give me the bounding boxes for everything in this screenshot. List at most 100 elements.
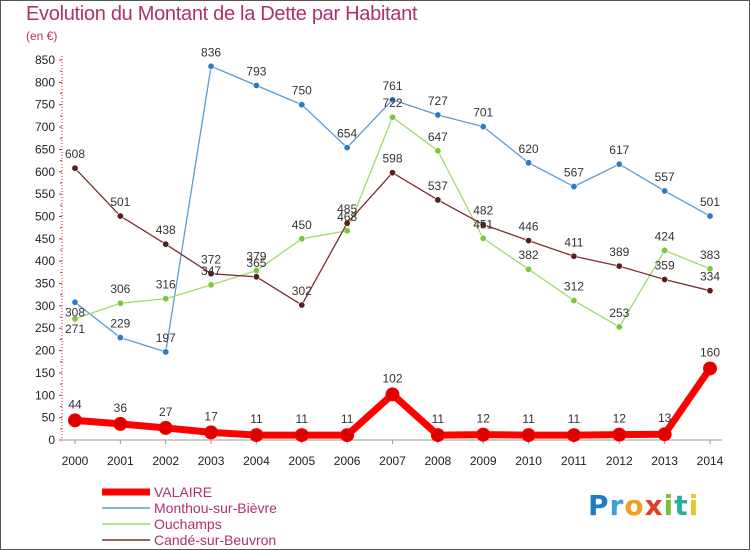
data-label-ouchamps: 424 bbox=[655, 229, 675, 243]
data-label-valaire: 11 bbox=[568, 412, 581, 426]
data-point-valaire bbox=[385, 387, 400, 402]
y-tick-label: 550 bbox=[35, 187, 55, 201]
data-point-monthou-sur-bievre bbox=[207, 62, 215, 70]
data-label-cande-sur-beuvron: 372 bbox=[201, 253, 221, 267]
data-label-cande-sur-beuvron: 389 bbox=[609, 245, 629, 259]
unit-label: (en €) bbox=[26, 29, 58, 43]
y-tick-label: 150 bbox=[35, 366, 55, 380]
data-point-monthou-sur-bievre bbox=[570, 183, 578, 191]
data-label-cande-sur-beuvron: 537 bbox=[428, 179, 448, 193]
x-tick-label: 2009 bbox=[470, 454, 497, 468]
data-point-monthou-sur-bievre bbox=[343, 144, 351, 152]
data-label-monthou-sur-bievre: 567 bbox=[564, 166, 584, 180]
data-point-ouchamps bbox=[388, 113, 396, 121]
y-tick-label: 250 bbox=[35, 321, 55, 335]
data-point-valaire bbox=[612, 427, 627, 442]
x-tick-label: 2006 bbox=[334, 454, 361, 468]
data-label-cande-sur-beuvron: 438 bbox=[156, 223, 176, 237]
data-label-monthou-sur-bievre: 727 bbox=[428, 94, 448, 108]
x-tick-label: 2014 bbox=[697, 454, 724, 468]
x-tick-label: 2005 bbox=[288, 454, 315, 468]
data-label-ouchamps: 253 bbox=[609, 306, 629, 320]
y-tick-label: 750 bbox=[35, 98, 55, 112]
x-tick-label: 2007 bbox=[379, 454, 406, 468]
data-label-monthou-sur-bievre: 654 bbox=[337, 127, 357, 141]
data-point-cande-sur-beuvron bbox=[661, 276, 669, 284]
data-label-cande-sur-beuvron: 365 bbox=[246, 256, 266, 270]
data-label-ouchamps: 271 bbox=[65, 322, 85, 336]
data-label-monthou-sur-bievre: 617 bbox=[609, 143, 629, 157]
y-tick-label: 800 bbox=[35, 75, 55, 89]
data-point-ouchamps bbox=[343, 227, 351, 235]
data-label-ouchamps: 347 bbox=[201, 264, 221, 278]
data-point-monthou-sur-bievre bbox=[525, 159, 533, 167]
x-tick-label: 2003 bbox=[198, 454, 225, 468]
data-point-ouchamps bbox=[207, 281, 215, 289]
data-label-valaire: 17 bbox=[204, 409, 218, 423]
data-label-valaire: 27 bbox=[159, 405, 173, 419]
data-label-valaire: 11 bbox=[432, 412, 445, 426]
data-point-cande-sur-beuvron bbox=[479, 221, 487, 229]
data-point-ouchamps bbox=[525, 265, 533, 273]
data-label-cande-sur-beuvron: 482 bbox=[473, 204, 493, 218]
data-label-valaire: 36 bbox=[114, 401, 128, 415]
data-point-ouchamps bbox=[71, 315, 79, 323]
y-tick-label: 450 bbox=[35, 232, 55, 246]
data-label-monthou-sur-bievre: 197 bbox=[156, 331, 176, 345]
data-point-monthou-sur-bievre bbox=[252, 81, 260, 89]
x-tick-label: 2013 bbox=[651, 454, 678, 468]
data-label-cande-sur-beuvron: 359 bbox=[655, 259, 675, 273]
y-tick-label: 650 bbox=[35, 142, 55, 156]
data-point-ouchamps bbox=[570, 297, 578, 305]
data-point-valaire bbox=[702, 361, 717, 376]
data-label-cande-sur-beuvron: 598 bbox=[382, 152, 402, 166]
data-point-valaire bbox=[294, 428, 309, 443]
y-tick-label: 350 bbox=[35, 277, 55, 291]
data-label-cande-sur-beuvron: 334 bbox=[700, 270, 720, 284]
data-point-cande-sur-beuvron bbox=[162, 240, 170, 248]
data-label-valaire: 11 bbox=[341, 412, 354, 426]
data-label-monthou-sur-bievre: 620 bbox=[519, 142, 539, 156]
data-labels: 308 229 197 836 793 750 654 761 727 701 620 567 617 5… bbox=[65, 45, 720, 426]
data-point-monthou-sur-bievre bbox=[479, 123, 487, 131]
legend-label-cande-sur-beuvron: Candé-sur-Beuvron bbox=[154, 532, 276, 548]
data-label-ouchamps: 450 bbox=[292, 218, 312, 232]
data-point-cande-sur-beuvron bbox=[207, 270, 215, 278]
data-point-monthou-sur-bievre bbox=[298, 101, 306, 109]
data-point-cande-sur-beuvron bbox=[343, 219, 351, 227]
data-label-cande-sur-beuvron: 501 bbox=[110, 195, 130, 209]
data-label-ouchamps: 468 bbox=[337, 210, 357, 224]
y-tick-label: 50 bbox=[42, 411, 56, 425]
data-label-cande-sur-beuvron: 446 bbox=[519, 220, 539, 234]
data-label-valaire: 44 bbox=[68, 397, 82, 411]
data-label-monthou-sur-bievre: 793 bbox=[246, 64, 266, 78]
data-point-cande-sur-beuvron bbox=[252, 273, 260, 281]
data-point-monthou-sur-bievre bbox=[388, 96, 396, 104]
data-label-monthou-sur-bievre: 501 bbox=[700, 195, 720, 209]
data-point-cande-sur-beuvron bbox=[525, 237, 533, 245]
data-label-monthou-sur-bievre: 557 bbox=[655, 170, 675, 184]
data-label-cande-sur-beuvron: 485 bbox=[337, 202, 357, 216]
data-point-cande-sur-beuvron bbox=[706, 287, 714, 295]
y-tick-label: 600 bbox=[35, 165, 55, 179]
data-point-cande-sur-beuvron bbox=[615, 262, 623, 270]
data-label-cande-sur-beuvron: 411 bbox=[564, 235, 583, 249]
data-point-monthou-sur-bievre bbox=[116, 334, 124, 342]
data-label-valaire: 11 bbox=[296, 412, 309, 426]
y-tick-label: 100 bbox=[35, 388, 55, 402]
data-label-cande-sur-beuvron: 608 bbox=[65, 147, 85, 161]
x-tick-label: 2012 bbox=[606, 454, 633, 468]
legend: VALAIREMonthou-sur-BièvreOuchampsCandé-s… bbox=[102, 484, 277, 548]
y-tick-label: 850 bbox=[35, 53, 55, 67]
data-point-ouchamps bbox=[479, 234, 487, 242]
x-tick-label: 2001 bbox=[107, 454, 134, 468]
x-tick-label: 2011 bbox=[561, 454, 587, 468]
data-point-ouchamps bbox=[661, 246, 669, 254]
x-tick-label: 2000 bbox=[62, 454, 89, 468]
data-point-ouchamps bbox=[615, 323, 623, 331]
data-point-ouchamps bbox=[116, 299, 124, 307]
y-tick-label: 300 bbox=[35, 299, 55, 313]
data-label-monthou-sur-bievre: 701 bbox=[473, 106, 493, 120]
data-label-ouchamps: 382 bbox=[519, 248, 539, 262]
